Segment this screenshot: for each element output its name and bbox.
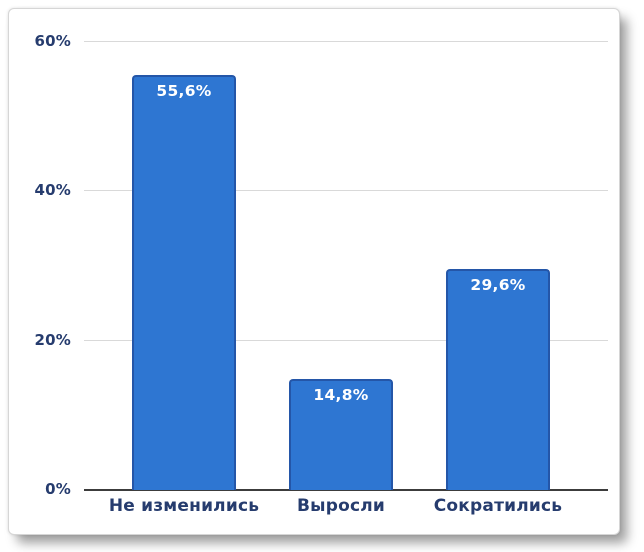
chart-card: 0% 20% 40% 60% 55,6% 14,8% 29,6% Не изменилис…: [8, 8, 620, 535]
gridline-40: [84, 190, 608, 192]
gridline-20: [84, 339, 608, 341]
x-axis-line: [84, 489, 608, 491]
category-label: Не изменились: [108, 496, 260, 516]
category-label: Сократились: [433, 496, 563, 516]
bar-3: 29,6%: [446, 269, 550, 490]
gridline-60: [84, 41, 608, 42]
plot-area: 55,6% 14,8% 29,6%: [76, 9, 608, 491]
bar-2: 14,8%: [289, 379, 393, 490]
bar-value-label: 29,6%: [470, 276, 526, 294]
y-tick-label-40: 40%: [34, 181, 71, 200]
bar-1: 55,6%: [132, 75, 236, 490]
y-axis: 0% 20% 40% 60%: [9, 9, 71, 534]
y-tick-label-20: 20%: [34, 330, 71, 349]
bar-value-label: 14,8%: [313, 386, 369, 404]
bar-value-label: 55,6%: [156, 82, 212, 100]
category-label: Выросли: [296, 496, 386, 516]
y-tick-label-0: 0%: [45, 480, 71, 498]
y-tick-label-60: 60%: [34, 32, 71, 50]
